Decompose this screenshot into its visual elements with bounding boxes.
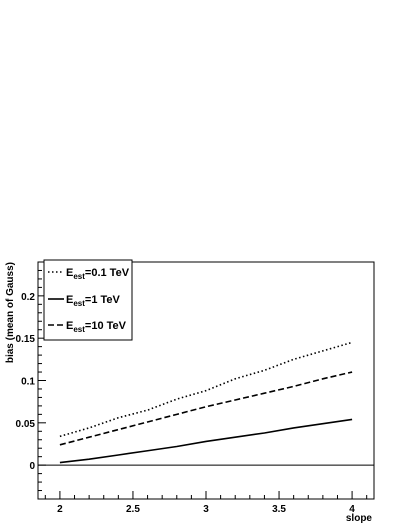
- y-tick-label-0: 0: [29, 461, 35, 472]
- x-tick-label-1: 2.5: [126, 504, 140, 515]
- y-tick-label-1: 0.05: [16, 419, 36, 430]
- series-group: [59, 341, 353, 464]
- x-axis: 2 2.5 3 3.5 4: [44, 491, 368, 515]
- legend: Eest=0.1 TeV Eest=1 TeV Eest=10 TeV: [43, 259, 133, 341]
- series-line-1: [59, 418, 353, 464]
- legend-label-0: Eest=0.1 TeV: [66, 267, 130, 281]
- y-tick-label-2: 0.1: [21, 377, 35, 388]
- y-tick-label-4: 0.2: [21, 292, 35, 303]
- series-line-2: [59, 371, 353, 446]
- series-line-0: [59, 341, 353, 438]
- x-tick-label-0: 2: [57, 504, 63, 515]
- x-tick-label-4: 4: [349, 504, 355, 515]
- x-axis-title: slope: [346, 513, 373, 524]
- legend-box: [43, 259, 133, 341]
- y-axis-title: bias (mean of Gauss): [5, 262, 16, 363]
- y-axis: 0 0.05 0.1 0.15 0.2: [16, 261, 46, 500]
- y-tick-label-3: 0.15: [16, 334, 36, 345]
- legend-label-1: Eest=1 TeV: [66, 294, 121, 308]
- x-tick-label-3: 3.5: [272, 504, 286, 515]
- x-tick-label-2: 3: [203, 504, 209, 515]
- legend-label-2: Eest=10 TeV: [66, 320, 127, 334]
